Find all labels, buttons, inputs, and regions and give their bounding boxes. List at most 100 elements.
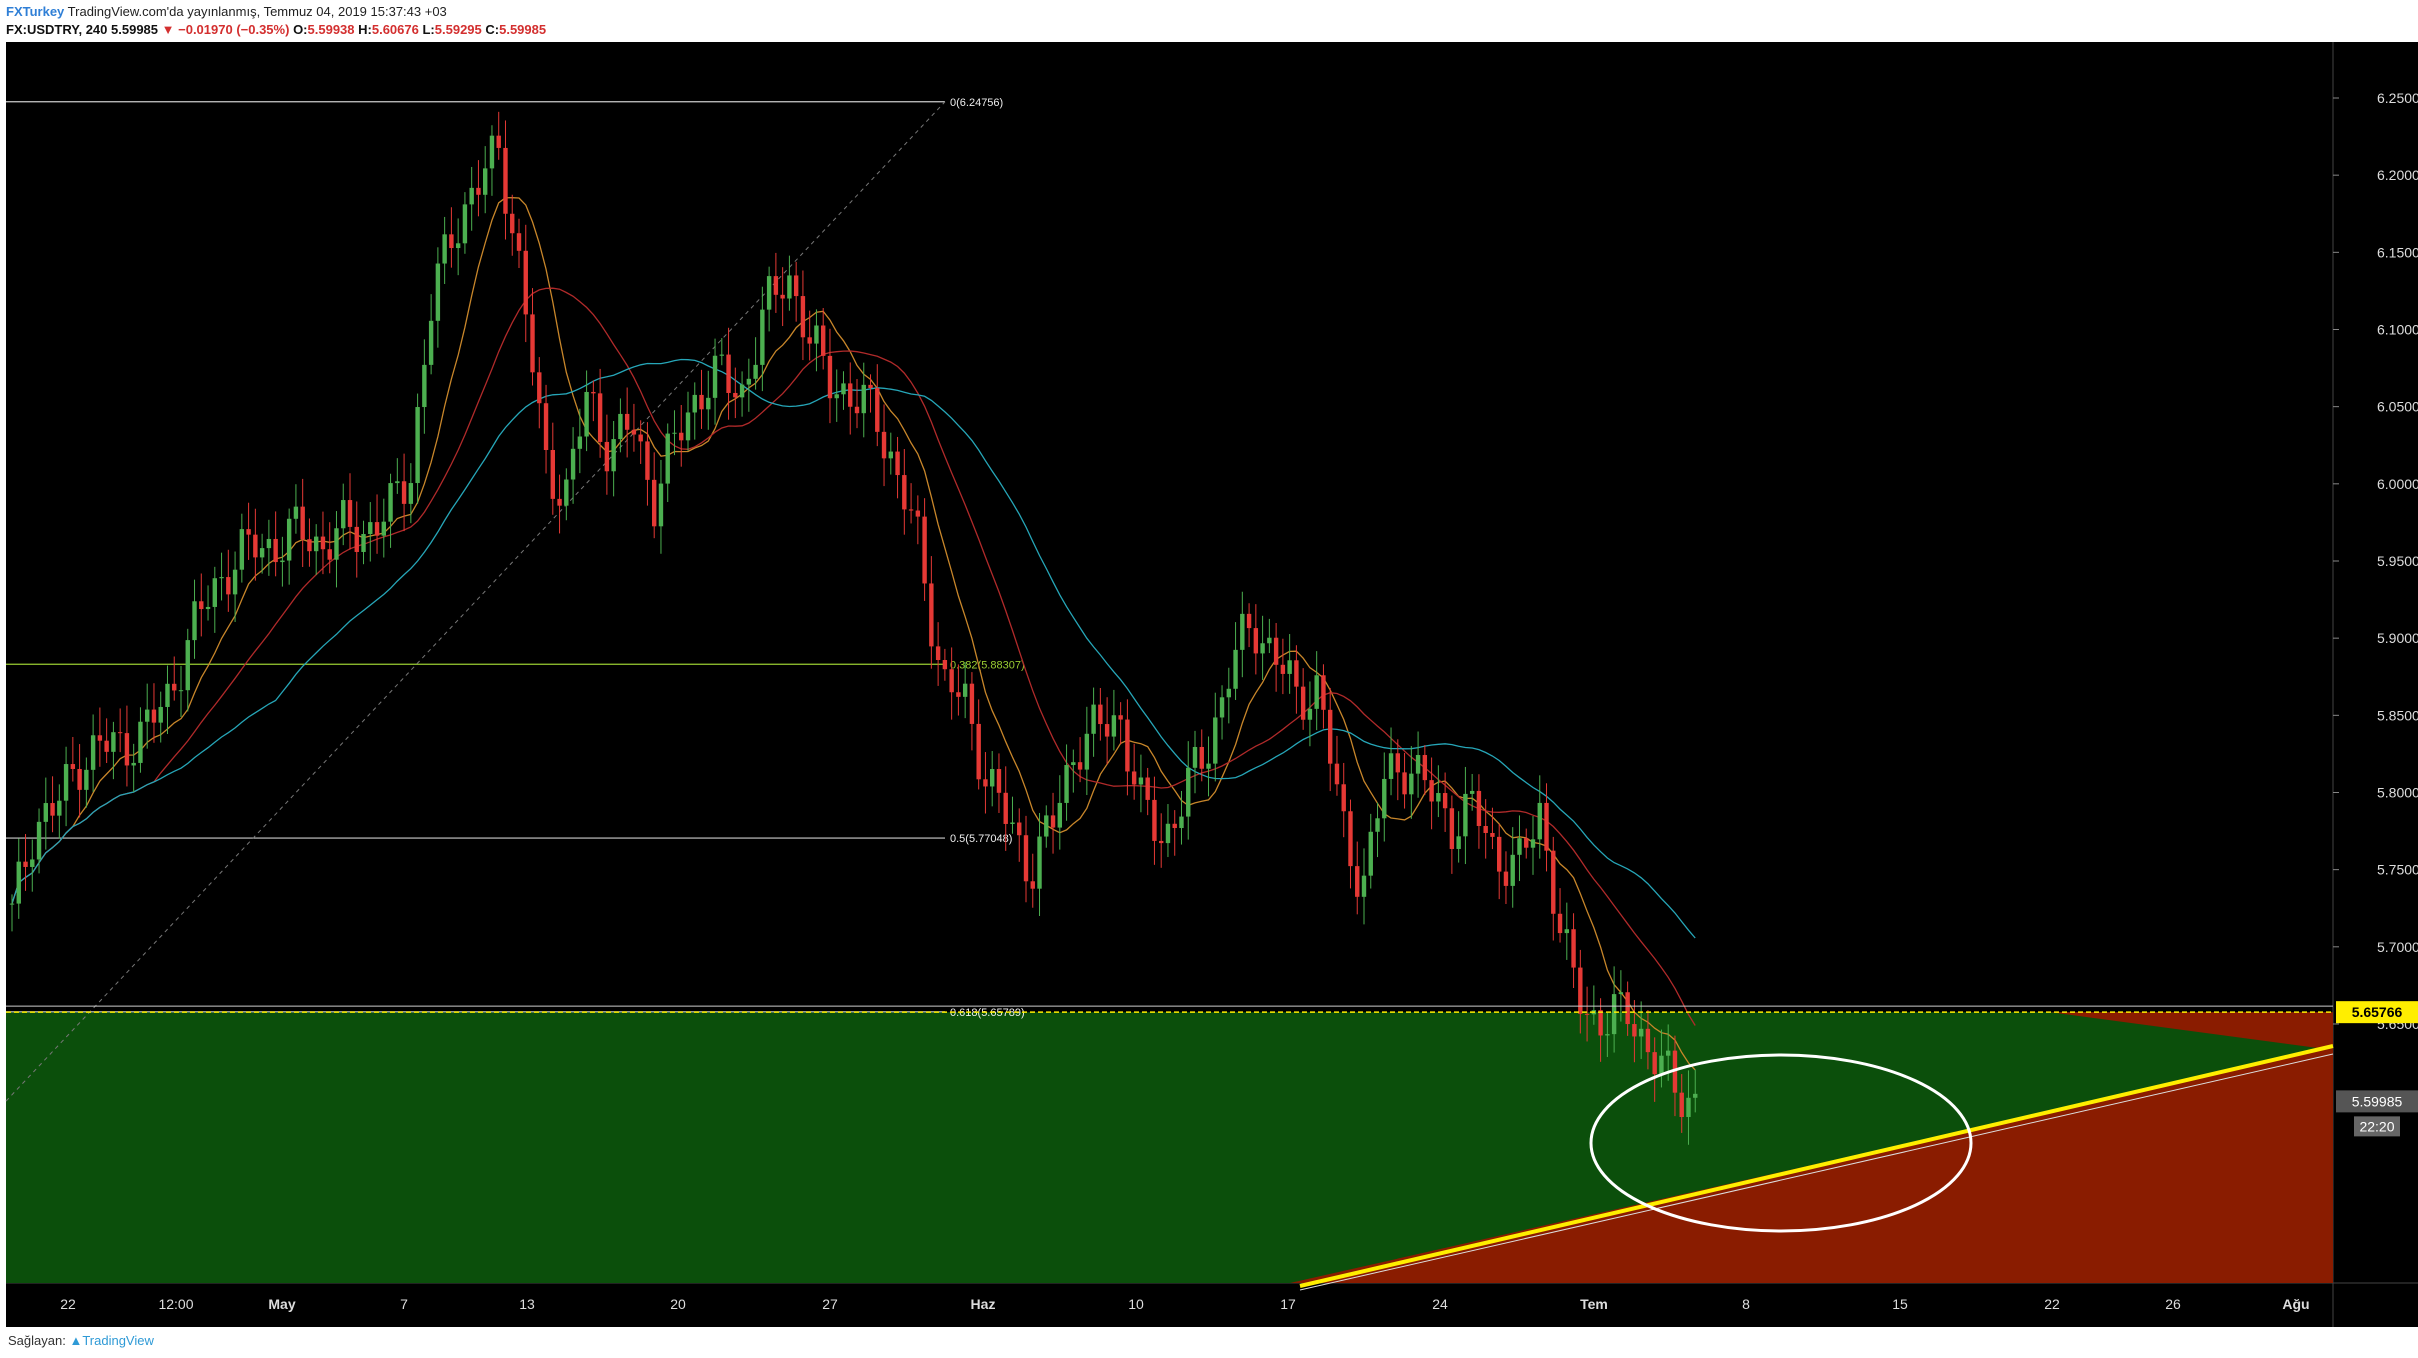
candle-body bbox=[1361, 875, 1367, 897]
y-tick-label: 5.75000 bbox=[2377, 862, 2418, 878]
candle-body bbox=[476, 187, 481, 195]
candle-body bbox=[787, 275, 792, 299]
x-tick-label: Ağu bbox=[2282, 1296, 2309, 1312]
countdown-badge bbox=[2354, 1116, 2400, 1137]
candle-body bbox=[1584, 1013, 1590, 1015]
fib-label-2: 0.5(5.77048) bbox=[950, 833, 1012, 845]
author-link[interactable]: FXTurkey bbox=[6, 4, 65, 19]
change-text: ▼ −0.01970 (−0.35%) bbox=[161, 22, 290, 37]
x-tick-label: 17 bbox=[1280, 1296, 1296, 1312]
candle-body bbox=[706, 397, 711, 410]
candle-body bbox=[1334, 763, 1340, 785]
candle-body bbox=[408, 483, 414, 504]
candle-body bbox=[1084, 733, 1090, 770]
fib-label-0: 0(6.24756) bbox=[950, 97, 1003, 109]
last-price-label: 5.59985 bbox=[2352, 1093, 2403, 1109]
candle-body bbox=[212, 578, 217, 607]
high-label: H: bbox=[358, 22, 372, 37]
candle-body bbox=[1287, 660, 1292, 674]
x-tick-label: 15 bbox=[1892, 1296, 1908, 1312]
y-tick-label: 5.80000 bbox=[2377, 784, 2418, 800]
candle-body bbox=[564, 479, 569, 506]
candle-body bbox=[1118, 715, 1123, 720]
candle-body bbox=[1442, 793, 1448, 809]
candle-body bbox=[205, 606, 211, 610]
candle-body bbox=[854, 406, 860, 414]
x-tick-label: 22 bbox=[60, 1296, 76, 1312]
candle-body bbox=[1652, 1052, 1657, 1075]
candle-body bbox=[990, 769, 995, 787]
x-tick-label: 24 bbox=[1432, 1296, 1448, 1312]
tradingview-logo-icon: ▲ bbox=[69, 1333, 83, 1348]
candle-body bbox=[834, 394, 839, 399]
candle-body bbox=[341, 500, 346, 529]
trendline[interactable] bbox=[1299, 1044, 2334, 1288]
candle-body bbox=[1307, 708, 1313, 720]
candle-body bbox=[537, 372, 542, 404]
candle-body bbox=[381, 521, 386, 536]
candle-body bbox=[158, 706, 163, 723]
candle-body bbox=[415, 407, 420, 484]
x-tick-label: Tem bbox=[1580, 1296, 1608, 1312]
y-tick-label: 5.90000 bbox=[2377, 630, 2418, 646]
provider-name[interactable]: TradingView bbox=[82, 1333, 154, 1348]
candle-body bbox=[1213, 717, 1218, 764]
candle-body bbox=[1030, 881, 1035, 889]
candle-body bbox=[773, 276, 779, 295]
candle-body bbox=[63, 764, 69, 801]
candle-body bbox=[570, 448, 576, 480]
candle-body bbox=[286, 518, 292, 561]
candle-body bbox=[1618, 992, 1624, 995]
candle-body bbox=[178, 690, 184, 692]
candle-body bbox=[374, 522, 380, 536]
candle-body bbox=[604, 441, 610, 472]
candle-body bbox=[1476, 790, 1482, 826]
candle-body bbox=[435, 263, 441, 321]
candle-body bbox=[246, 529, 251, 535]
candle-body bbox=[84, 769, 89, 790]
candle-body bbox=[1638, 1028, 1644, 1037]
candle-body bbox=[1044, 815, 1049, 837]
annotation-ellipse[interactable] bbox=[1589, 1053, 1973, 1233]
candle-body bbox=[848, 383, 853, 407]
candle-body bbox=[354, 526, 359, 552]
candle-body bbox=[1551, 850, 1556, 914]
fib-label-1: 0.382(5.88307) bbox=[950, 659, 1025, 671]
candle-body bbox=[1355, 866, 1360, 897]
candle-body bbox=[1409, 773, 1414, 795]
trendline-inner bbox=[1299, 1053, 2334, 1291]
candle-body bbox=[969, 683, 975, 724]
candle-body bbox=[1219, 697, 1225, 718]
candle-body bbox=[50, 803, 55, 816]
candle-body bbox=[1138, 777, 1144, 785]
last-price-text: 5.59985 bbox=[111, 22, 159, 37]
candle-body bbox=[1537, 802, 1542, 840]
candle-body bbox=[36, 821, 42, 860]
candle-body bbox=[327, 549, 332, 560]
x-tick-label: 26 bbox=[2165, 1296, 2181, 1312]
candle-body bbox=[145, 709, 150, 722]
candle-body bbox=[929, 583, 934, 647]
candle-body bbox=[1246, 613, 1252, 629]
candle-body bbox=[550, 449, 555, 499]
candle-body bbox=[1273, 637, 1279, 665]
candle-body bbox=[347, 500, 353, 527]
candle-body bbox=[1186, 767, 1191, 817]
candle-body bbox=[1666, 1050, 1671, 1056]
candle-body bbox=[239, 529, 245, 570]
candle-body bbox=[90, 735, 96, 770]
candle-body bbox=[760, 309, 765, 365]
x-tick-label: 22 bbox=[2044, 1296, 2060, 1312]
candle-body bbox=[1672, 1050, 1678, 1093]
candle-body bbox=[30, 859, 35, 867]
header-line-2: FX:USDTRY, 240 5.59985 ▼ −0.01970 (−0.35… bbox=[6, 22, 546, 37]
level-price-badge bbox=[2336, 1001, 2418, 1024]
candle-body bbox=[726, 354, 731, 393]
candle-body bbox=[273, 538, 278, 563]
candle-body bbox=[1226, 688, 1231, 698]
ma-long-line bbox=[11, 358, 1696, 939]
candle-body bbox=[584, 391, 589, 437]
candle-body bbox=[1233, 649, 1238, 689]
high-value: 5.60676 bbox=[371, 22, 419, 37]
